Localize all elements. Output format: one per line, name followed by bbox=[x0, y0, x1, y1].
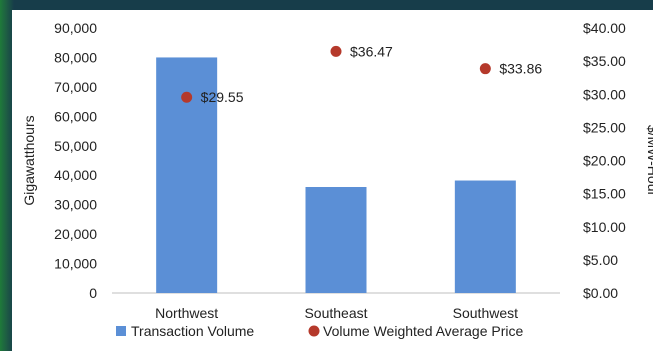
y-tick-label: 70,000 bbox=[54, 79, 97, 95]
right-axis-ticks: $0.00 $5.00 $10.00 $15.00 $20.00 $25.00 $30.00… bbox=[583, 20, 626, 301]
y2-axis-title: $/MW-Hour bbox=[645, 125, 653, 197]
y-tick-label: 60,000 bbox=[54, 108, 97, 124]
price-point bbox=[181, 91, 193, 103]
price-data-label: $29.55 bbox=[201, 89, 244, 105]
chart: 0 10,000 20,000 30,000 40,000 50,000 60,000 70,… bbox=[21, 20, 653, 339]
category-label: Northwest bbox=[155, 305, 218, 321]
y2-tick-label: $0.00 bbox=[583, 285, 618, 301]
legend-bar-swatch bbox=[116, 326, 126, 336]
category-labels: Northwest Southeast Southwest bbox=[155, 305, 518, 321]
y2-tick-label: $30.00 bbox=[583, 86, 626, 102]
y2-tick-label: $25.00 bbox=[583, 119, 626, 135]
y-tick-label: 90,000 bbox=[54, 20, 97, 36]
y2-tick-label: $20.00 bbox=[583, 153, 626, 169]
price-series: $29.55 $36.47 $33.86 bbox=[181, 43, 542, 105]
legend-bar-label: Transaction Volume bbox=[131, 323, 254, 339]
y-tick-label: 20,000 bbox=[54, 226, 97, 242]
legend: Transaction Volume Volume Weighted Avera… bbox=[116, 323, 523, 339]
legend-point-label: Volume Weighted Average Price bbox=[323, 323, 523, 339]
y-axis-title: Gigawatthours bbox=[21, 115, 37, 205]
y2-tick-label: $10.00 bbox=[583, 219, 626, 235]
category-label: Southeast bbox=[304, 305, 367, 321]
legend-point-swatch bbox=[308, 325, 320, 337]
price-data-label: $33.86 bbox=[499, 61, 542, 77]
price-data-label: $36.47 bbox=[350, 43, 393, 59]
price-point bbox=[479, 63, 491, 75]
price-point bbox=[330, 45, 342, 57]
left-axis-ticks: 0 10,000 20,000 30,000 40,000 50,000 60,000 70,… bbox=[54, 20, 97, 301]
y-tick-label: 30,000 bbox=[54, 197, 97, 213]
y-tick-label: 0 bbox=[89, 285, 97, 301]
category-label: Southwest bbox=[453, 305, 518, 321]
chart-frame: 0 10,000 20,000 30,000 40,000 50,000 60,000 70,… bbox=[12, 10, 653, 351]
y-tick-label: 50,000 bbox=[54, 138, 97, 154]
y-tick-label: 40,000 bbox=[54, 167, 97, 183]
y2-tick-label: $5.00 bbox=[583, 252, 618, 268]
bar bbox=[305, 187, 367, 293]
y2-tick-label: $40.00 bbox=[583, 20, 626, 36]
y-tick-label: 10,000 bbox=[54, 256, 97, 272]
bar bbox=[454, 180, 516, 293]
y2-tick-label: $35.00 bbox=[583, 53, 626, 69]
y2-tick-label: $15.00 bbox=[583, 186, 626, 202]
y-tick-label: 80,000 bbox=[54, 49, 97, 65]
